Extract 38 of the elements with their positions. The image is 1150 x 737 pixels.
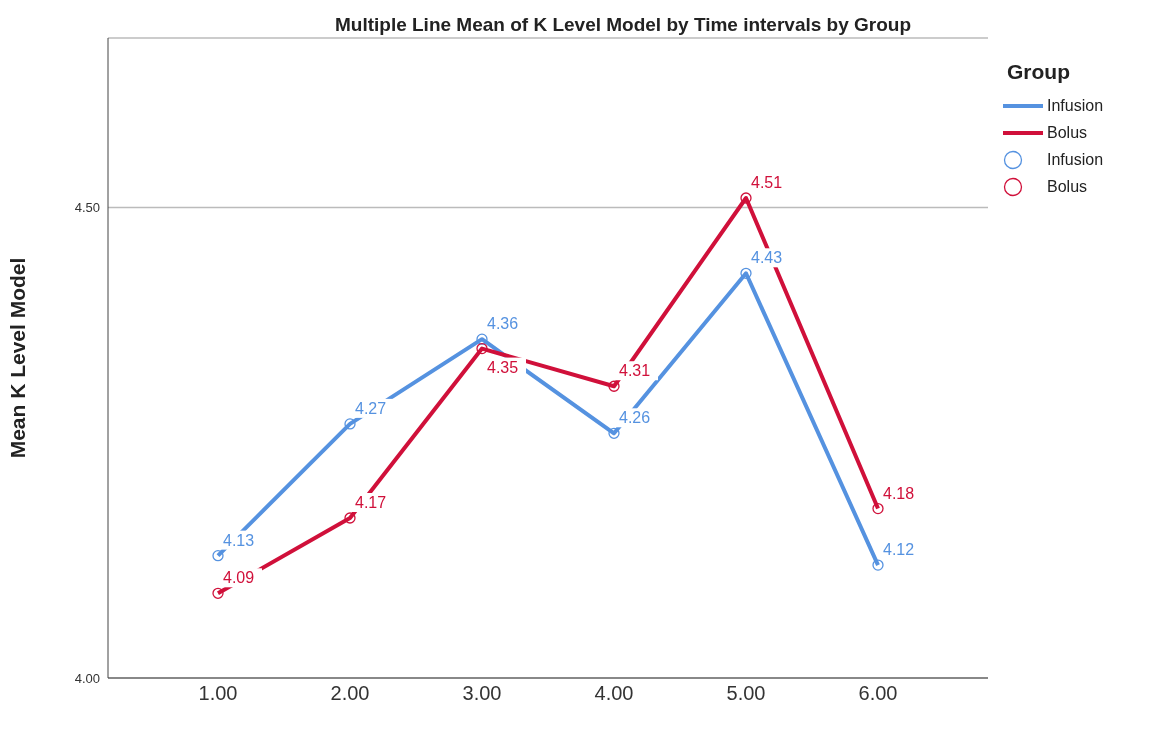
data-label: 4.36 <box>487 315 519 333</box>
point <box>212 587 224 599</box>
data-label: 4.18 <box>883 484 915 502</box>
point <box>872 502 884 515</box>
x-tick-label: 1.00 <box>198 682 238 705</box>
legend-label: Bolus <box>1047 177 1088 196</box>
chart-title: Multiple Line Mean of K Level Model by Time intervals by Group <box>333 14 913 36</box>
point <box>476 333 488 345</box>
x-tick-label: 3.00 <box>462 682 502 705</box>
x-tick-label: 5.00 <box>726 682 766 705</box>
point <box>608 427 620 439</box>
data-label: 4.27 <box>355 399 387 417</box>
data-label: 4.13 <box>223 531 255 549</box>
y-axis-title: Mean K Level Model <box>6 257 30 459</box>
x-tick-label: 2.00 <box>330 682 370 705</box>
data-label: 4.43 <box>751 249 783 267</box>
y-tick-label: 4.50 <box>74 200 100 216</box>
point <box>740 192 752 204</box>
x-tick-label: 4.00 <box>594 682 634 705</box>
legend-label: Infusion <box>1047 150 1104 169</box>
point <box>212 550 224 562</box>
data-label: 4.31 <box>619 362 651 380</box>
data-label: 4.17 <box>355 494 387 511</box>
data-label: 4.12 <box>883 541 915 559</box>
text: Bolus <box>1047 123 1088 141</box>
point <box>344 512 356 524</box>
data-label: 4.09 <box>223 569 255 587</box>
point <box>740 267 752 279</box>
point <box>872 559 884 571</box>
point <box>476 342 488 355</box>
data-label: 4.51 <box>751 174 783 191</box>
x-tick-label: 6.00 <box>858 682 898 705</box>
data-label: 4.35 <box>487 358 519 376</box>
text: Infusion <box>1047 96 1104 114</box>
point <box>608 380 620 392</box>
data-label: 4.26 <box>619 409 651 427</box>
legend-title: Group <box>1007 60 1071 84</box>
point <box>344 418 356 430</box>
